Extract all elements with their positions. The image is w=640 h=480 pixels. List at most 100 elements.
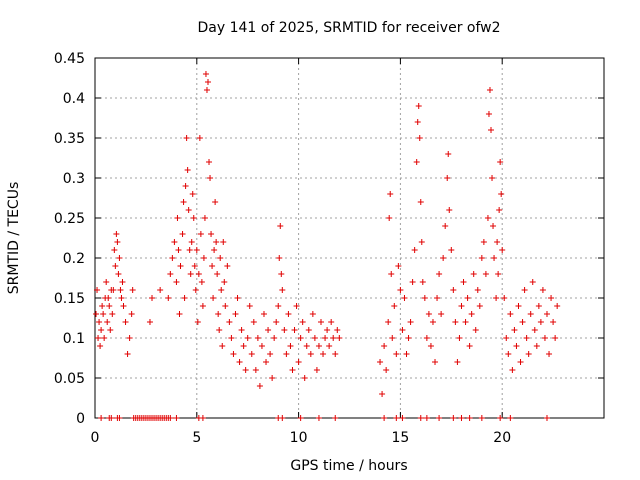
data-point [232,311,239,317]
data-point [167,415,174,421]
data-point [169,255,176,261]
data-point [97,343,104,349]
data-point [252,367,259,373]
data-point [104,319,111,325]
data-point [271,335,278,341]
data-point [409,279,416,285]
data-point [415,103,422,109]
data-point [472,327,479,333]
x-tick-label: 15 [391,430,409,446]
data-point [281,327,288,333]
data-point [114,239,121,245]
data-point [263,359,270,365]
data-point [464,295,471,301]
data-point [436,415,443,421]
data-point [215,311,222,317]
data-point [185,207,192,213]
data-point [236,359,243,365]
data-point [179,231,186,237]
data-point [244,335,251,341]
data-point [388,271,395,277]
x-tick-label: 20 [493,430,511,446]
data-point [517,359,524,365]
data-point [488,127,495,133]
data-point [297,335,304,341]
data-point [425,311,432,317]
data-point [330,335,337,341]
data-point [484,215,491,221]
data-point [474,287,481,293]
data-point [485,111,492,117]
data-point [221,279,228,285]
data-point [442,223,449,229]
data-point [192,287,199,293]
data-point [478,415,485,421]
data-point [509,367,516,373]
data-point [95,335,102,341]
data-point [242,367,249,373]
data-point [313,367,320,373]
data-point [212,199,219,205]
data-point [195,271,202,277]
data-point [527,311,534,317]
data-point [258,343,265,349]
data-point [503,335,510,341]
data-point [320,351,327,357]
data-point [110,287,117,293]
data-point [301,375,308,381]
axis-ticks [94,57,604,419]
data-point [122,319,129,325]
data-point [501,295,508,301]
data-point [93,311,100,317]
data-point [297,415,304,421]
data-point [322,335,329,341]
data-point [417,415,424,421]
data-point [279,287,286,293]
data-point [217,255,224,261]
data-point [129,287,136,293]
data-point [260,311,267,317]
data-point [200,255,207,261]
data-point [99,303,106,309]
zero-markers [98,415,550,421]
data-point [533,343,540,349]
data-point [220,239,227,245]
data-point [486,87,493,93]
data-point [399,327,406,333]
data-point [554,303,561,309]
data-point [248,351,255,357]
data-point [265,327,272,333]
y-tick-label: 0.3 [63,171,85,187]
data-point [173,279,180,285]
data-point [444,175,451,181]
data-point [305,327,312,333]
data-point [419,279,426,285]
data-point [466,415,473,421]
data-point [196,135,203,141]
x-tick-label: 10 [290,430,308,446]
data-point [209,263,216,269]
data-point [543,311,550,317]
data-point [454,359,461,365]
data-point [462,319,469,325]
data-point [448,247,455,253]
data-point [480,239,487,245]
y-tick-label: 0.05 [54,371,85,387]
data-point [128,311,135,317]
data-point [458,415,465,421]
data-point [190,215,197,221]
data-point [98,415,105,421]
data-point [513,343,520,349]
data-point [189,191,196,197]
data-point [511,327,518,333]
data-point [250,319,257,325]
y-tick-label: 0.15 [54,291,85,307]
x-axis-label: GPS time / hours [290,458,407,474]
data-point [98,327,105,333]
data-point [450,415,457,421]
data-point [198,279,205,285]
data-point [240,343,247,349]
data-point [191,263,198,269]
data-point [194,319,201,325]
data-point [476,303,483,309]
